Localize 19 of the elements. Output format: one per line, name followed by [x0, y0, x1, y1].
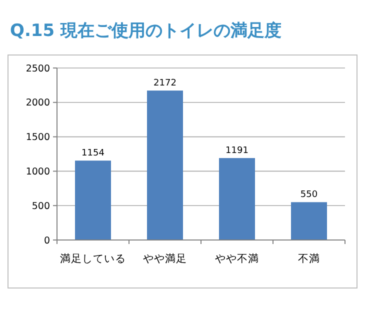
y-tick-label: 1500	[26, 132, 50, 144]
bar	[219, 158, 255, 240]
y-tick-label: 500	[32, 200, 50, 212]
data-label: 2172	[154, 78, 176, 89]
bar	[291, 202, 327, 240]
y-tick-label: 2500	[26, 63, 50, 74]
bar	[147, 90, 183, 240]
chart-title: Q.15 現在ご使用のトイレの満足度	[10, 21, 282, 41]
x-tick-label: やや不満	[215, 252, 259, 265]
bar	[75, 160, 111, 240]
y-tick-label: 1000	[26, 166, 50, 178]
data-label: 550	[300, 190, 318, 200]
x-tick-label: 不満	[298, 252, 320, 265]
data-label: 1191	[226, 146, 248, 156]
y-tick-label: 2000	[26, 98, 50, 109]
x-tick-label: やや満足	[143, 252, 187, 265]
data-label: 1154	[82, 148, 105, 159]
x-tick-label: 満足している	[60, 252, 126, 265]
y-tick-label: 0	[44, 235, 50, 246]
